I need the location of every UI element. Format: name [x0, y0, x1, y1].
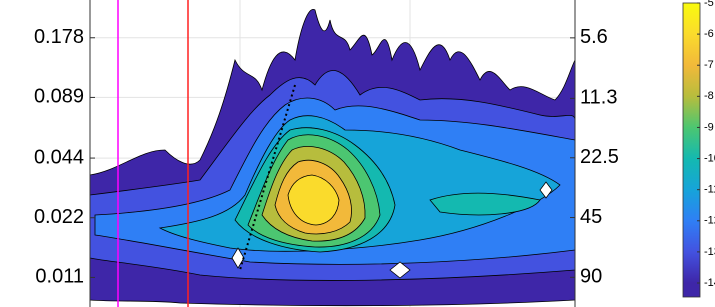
y2-tick-label: 11.3	[580, 87, 617, 109]
y2-tick-label: 90	[580, 266, 602, 288]
contour-plot	[90, 9, 575, 305]
y2-tick-label: 45	[580, 206, 602, 228]
colorbar-tick-label: -10	[704, 152, 715, 164]
y2-tick-label: 22.5	[580, 146, 619, 168]
y-tick-label: 0.044	[34, 146, 84, 168]
colorbar-tick-label: -7	[704, 59, 714, 71]
colorbar-tick-label: -14	[704, 277, 715, 289]
colorbar-tick-label: -11	[704, 184, 715, 196]
colorbar-tick-label: -6	[704, 28, 714, 40]
page: {"chart_data": {"type": "contour", "ysca…	[0, 0, 715, 307]
colorbar-tick-label: -9	[704, 121, 714, 133]
colorbar-tick-label: -13	[704, 246, 715, 258]
colorbar-tick-label: -8	[704, 90, 714, 102]
y-tick-label: 0.022	[34, 206, 84, 228]
y-tick-label: 0.089	[34, 86, 84, 108]
chart: 0.178 0.089 0.044 0.022 0.011 5.6 11.3 22.5 45 90…	[0, 0, 715, 307]
y-tick-label: 0.011	[35, 266, 84, 288]
colorbar	[683, 3, 700, 297]
y2-tick-label: 5.6	[580, 26, 608, 48]
y-tick-label: 0.178	[34, 26, 84, 48]
colorbar-tick-label: -5	[704, 0, 714, 9]
colorbar-tick-label: -12	[704, 215, 715, 227]
